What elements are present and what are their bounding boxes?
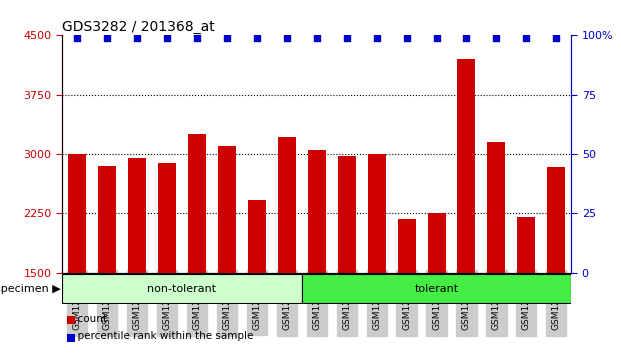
Bar (427, 213, 445, 273)
Bar (517, 217, 535, 273)
Bar (158, 164, 176, 273)
Bar (397, 219, 415, 273)
Point (432, 35, 442, 41)
Text: GDS3282 / 201368_at: GDS3282 / 201368_at (62, 21, 215, 34)
Point (312, 35, 322, 41)
Bar (218, 146, 236, 273)
Point (551, 35, 561, 41)
Point (252, 35, 262, 41)
Bar (62, 274, 302, 303)
Bar (302, 274, 571, 303)
Bar (278, 137, 296, 273)
Bar (547, 167, 565, 273)
Bar (458, 59, 476, 273)
Text: specimen ▶: specimen ▶ (0, 284, 61, 293)
Bar (487, 142, 505, 273)
Point (461, 35, 471, 41)
Point (102, 35, 112, 41)
Bar (338, 155, 356, 273)
Bar (128, 158, 146, 273)
Text: count: count (71, 314, 107, 324)
Bar (368, 154, 386, 273)
Point (72, 35, 82, 41)
Point (282, 35, 292, 41)
Bar (308, 150, 325, 273)
Point (402, 35, 412, 41)
Point (222, 35, 232, 41)
Bar (188, 134, 206, 273)
Bar (248, 200, 266, 273)
Point (162, 35, 172, 41)
Point (192, 35, 202, 41)
Point (132, 35, 142, 41)
Text: non-tolerant: non-tolerant (147, 284, 217, 293)
Text: percentile rank within the sample: percentile rank within the sample (71, 331, 254, 341)
Point (491, 35, 501, 41)
Point (342, 35, 351, 41)
Point (522, 35, 532, 41)
Point (371, 35, 381, 41)
Bar (98, 166, 116, 273)
Text: tolerant: tolerant (414, 284, 458, 293)
Bar (68, 154, 86, 273)
